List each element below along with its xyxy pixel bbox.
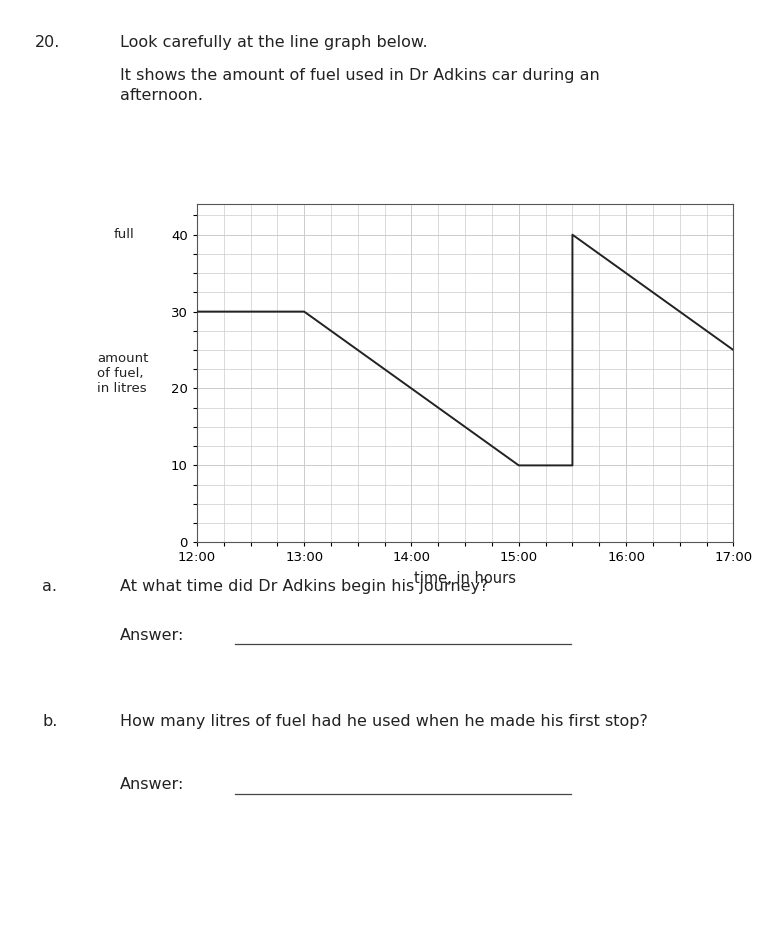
Text: Look carefully at the line graph below.: Look carefully at the line graph below. — [120, 35, 427, 50]
Text: It shows the amount of fuel used in Dr Adkins car during an
afternoon.: It shows the amount of fuel used in Dr A… — [120, 68, 599, 103]
Text: Answer:: Answer: — [120, 628, 184, 642]
Text: At what time did Dr Adkins begin his journey?: At what time did Dr Adkins begin his jou… — [120, 579, 488, 594]
Text: b.: b. — [42, 714, 58, 729]
Text: 20.: 20. — [35, 35, 60, 50]
Text: full: full — [113, 228, 134, 241]
Text: Answer:: Answer: — [120, 777, 184, 792]
Text: amount
of fuel,
in litres: amount of fuel, in litres — [96, 351, 148, 395]
Text: a.: a. — [42, 579, 57, 594]
X-axis label: time, in hours: time, in hours — [414, 571, 516, 586]
Text: How many litres of fuel had he used when he made his first stop?: How many litres of fuel had he used when… — [120, 714, 648, 729]
